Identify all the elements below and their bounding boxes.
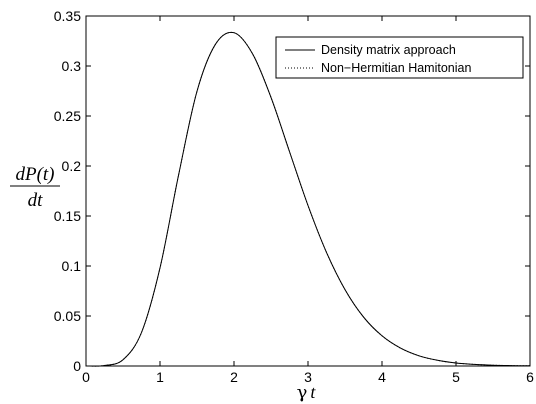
y-tick-label: 0.05 (54, 308, 81, 324)
y-tick-label: 0.15 (54, 208, 81, 224)
x-tick-label: 5 (452, 369, 460, 385)
legend-label-density-matrix: Density matrix approach (321, 43, 456, 57)
legend-label-non-hermitian: Non−Hermitian Hamitonian (321, 61, 471, 75)
x-tick-label: 3 (304, 369, 312, 385)
y-axis-label-denominator: dt (28, 190, 44, 211)
x-tick-label: 2 (230, 369, 238, 385)
legend: Density matrix approach Non−Hermitian Ha… (275, 36, 524, 79)
x-axis-ticks: 0 1 2 3 4 5 6 (82, 16, 534, 385)
x-axis-label-greek: γ (297, 382, 308, 403)
y-tick-label: 0 (73, 358, 81, 374)
x-tick-label: 0 (82, 369, 90, 385)
y-axis-ticks: 0 0.05 0.1 0.15 0.2 0.25 0.3 0.35 (54, 8, 530, 374)
series-line-non-hermitian (85, 31, 531, 367)
x-tick-label: 1 (156, 369, 164, 385)
x-tick-label: 6 (526, 369, 534, 385)
legend-box (275, 36, 524, 79)
y-tick-label: 0.1 (62, 258, 82, 274)
x-tick-label: 4 (378, 369, 386, 385)
y-tick-label: 0.35 (54, 8, 81, 24)
y-tick-label: 0.3 (62, 58, 82, 74)
y-tick-label: 0.2 (62, 158, 82, 174)
y-tick-label: 0.25 (54, 108, 81, 124)
y-axis-label-numerator: dP(t) (15, 164, 54, 185)
y-axis-label: dP(t) dt (10, 164, 60, 211)
x-axis-label-var: t (310, 382, 316, 402)
